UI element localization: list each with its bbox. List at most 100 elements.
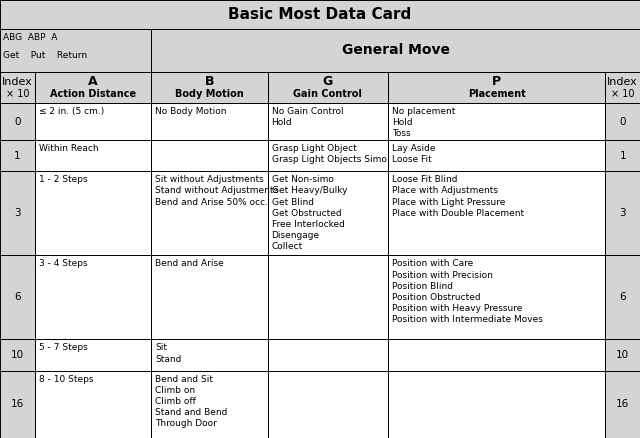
Text: Index: Index xyxy=(607,77,638,87)
Text: 1: 1 xyxy=(620,151,626,161)
Text: No Body Motion: No Body Motion xyxy=(155,107,227,116)
Text: Loose Fit Blind
Place with Adjustments
Place with Light Pressure
Place with Doub: Loose Fit Blind Place with Adjustments P… xyxy=(392,175,524,218)
Bar xyxy=(388,103,605,140)
Bar xyxy=(268,103,388,140)
Text: Within Reach: Within Reach xyxy=(38,144,98,153)
Bar xyxy=(151,371,268,438)
Bar xyxy=(605,255,640,339)
Bar xyxy=(0,29,151,72)
Text: P: P xyxy=(492,74,501,88)
Bar xyxy=(268,171,388,255)
Text: Bend and Arise: Bend and Arise xyxy=(155,259,224,268)
Bar xyxy=(388,171,605,255)
Text: ≤ 2 in. (5 cm.): ≤ 2 in. (5 cm.) xyxy=(38,107,104,116)
Bar xyxy=(35,103,151,140)
Bar xyxy=(35,103,151,140)
Text: Placement: Placement xyxy=(468,89,525,99)
Bar xyxy=(0,103,35,140)
Bar xyxy=(0,255,35,339)
Bar xyxy=(605,171,640,255)
Bar xyxy=(151,103,268,140)
Bar xyxy=(605,72,640,103)
Bar xyxy=(0,339,35,371)
Bar xyxy=(151,339,268,371)
Text: 0: 0 xyxy=(14,117,20,127)
Bar xyxy=(0,0,640,29)
Bar xyxy=(605,371,640,438)
Bar xyxy=(35,171,151,255)
Bar xyxy=(35,371,151,438)
Text: 10: 10 xyxy=(616,350,629,360)
Bar xyxy=(151,72,268,103)
Text: Bend and Sit
Climb on
Climb off
Stand and Bend
Through Door: Bend and Sit Climb on Climb off Stand an… xyxy=(155,375,227,428)
Bar xyxy=(0,140,35,171)
Text: Lay Aside
Loose Fit: Lay Aside Loose Fit xyxy=(392,144,435,164)
Bar xyxy=(151,140,268,171)
Text: 1 - 2 Steps: 1 - 2 Steps xyxy=(38,175,87,184)
Bar xyxy=(35,72,151,103)
Bar xyxy=(605,140,640,171)
Bar xyxy=(0,255,35,339)
Bar xyxy=(151,255,268,339)
Text: Position with Care
Position with Precision
Position Blind
Position Obstructed
Po: Position with Care Position with Precisi… xyxy=(392,259,543,324)
Text: 3 - 4 Steps: 3 - 4 Steps xyxy=(38,259,87,268)
Bar xyxy=(0,72,35,103)
Text: Gain Control: Gain Control xyxy=(293,89,362,99)
Bar xyxy=(0,371,35,438)
Bar xyxy=(388,103,605,140)
Bar xyxy=(388,140,605,171)
Bar xyxy=(0,171,35,255)
Text: 16: 16 xyxy=(616,399,629,410)
Text: 3: 3 xyxy=(620,208,626,219)
Text: 8 - 10 Steps: 8 - 10 Steps xyxy=(38,375,93,384)
Text: No placement
Hold
Toss: No placement Hold Toss xyxy=(392,107,455,138)
Bar xyxy=(151,29,640,72)
Text: G: G xyxy=(323,74,333,88)
Bar xyxy=(268,171,388,255)
Text: A: A xyxy=(88,74,98,88)
Text: 3: 3 xyxy=(14,208,20,219)
Text: Get Non-simo
Get Heavy/Bulky
Get Blind
Get Obstructed
Free Interlocked
Disengage: Get Non-simo Get Heavy/Bulky Get Blind G… xyxy=(271,175,347,251)
Bar xyxy=(388,371,605,438)
Bar xyxy=(151,29,640,72)
Text: Get    Put    Return: Get Put Return xyxy=(3,51,87,60)
Text: Sit
Stand: Sit Stand xyxy=(155,343,181,364)
Bar xyxy=(35,140,151,171)
Bar xyxy=(605,371,640,438)
Text: General Move: General Move xyxy=(342,43,449,57)
Bar xyxy=(388,171,605,255)
Bar xyxy=(268,140,388,171)
Bar xyxy=(388,140,605,171)
Bar xyxy=(605,103,640,140)
Bar xyxy=(151,171,268,255)
Text: Index: Index xyxy=(2,77,33,87)
Bar xyxy=(388,255,605,339)
Text: 6: 6 xyxy=(620,293,626,302)
Bar xyxy=(0,103,35,140)
Text: 16: 16 xyxy=(11,399,24,410)
Bar xyxy=(35,140,151,171)
Bar xyxy=(268,371,388,438)
Bar xyxy=(605,103,640,140)
Bar xyxy=(35,339,151,371)
Bar xyxy=(0,171,35,255)
Text: Body Motion: Body Motion xyxy=(175,89,244,99)
Text: 0: 0 xyxy=(620,117,626,127)
Text: B: B xyxy=(205,74,214,88)
Bar xyxy=(388,339,605,371)
Bar xyxy=(605,339,640,371)
Bar xyxy=(605,339,640,371)
Text: 1: 1 xyxy=(14,151,20,161)
Text: Grasp Light Object
Grasp Light Objects Simo: Grasp Light Object Grasp Light Objects S… xyxy=(271,144,387,164)
Bar xyxy=(268,339,388,371)
Bar xyxy=(268,103,388,140)
Bar xyxy=(151,339,268,371)
Text: Action Distance: Action Distance xyxy=(50,89,136,99)
Bar xyxy=(605,140,640,171)
Bar xyxy=(605,255,640,339)
Bar xyxy=(151,255,268,339)
Text: Sit without Adjustments
Stand without Adjustments
Bend and Arise 50% occ.: Sit without Adjustments Stand without Ad… xyxy=(155,175,278,207)
Bar xyxy=(605,171,640,255)
Text: No Gain Control
Hold: No Gain Control Hold xyxy=(271,107,343,127)
Bar xyxy=(35,171,151,255)
